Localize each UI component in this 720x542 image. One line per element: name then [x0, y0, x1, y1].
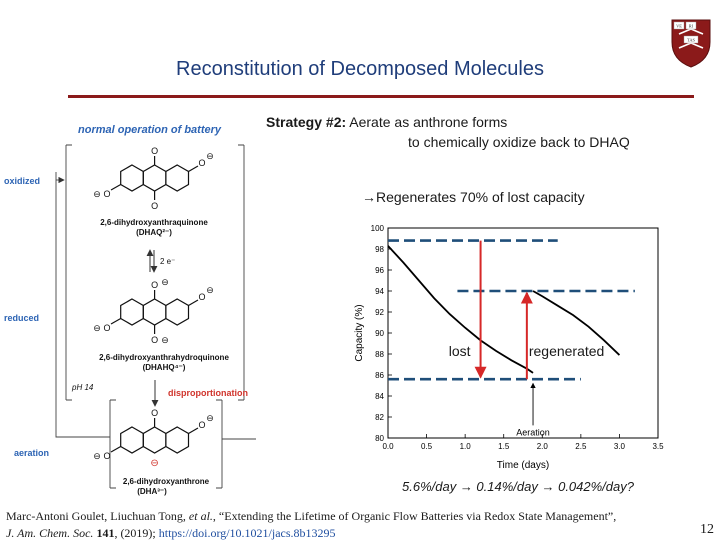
crest-letters-2: RI [689, 24, 694, 29]
university-shield-logo: VE RI TAS [671, 19, 711, 68]
citation-volume: 141 [93, 526, 115, 540]
dha-molecule: O O O ⊖ ⊖ ⊖ [93, 408, 214, 469]
aeration-label: aeration [14, 448, 49, 458]
electron-label: 2 e⁻ [160, 257, 175, 266]
negative-charge-icon: ⊖ [206, 413, 214, 423]
capacity-series-line [532, 290, 621, 356]
x-tick-label: 1.0 [460, 442, 472, 451]
negative-charge-icon: ⊖ [93, 189, 101, 199]
strategy-label: Strategy #2: [266, 114, 347, 130]
oxygen-atom: O [198, 292, 205, 302]
negative-charge-icon: ⊖ [93, 323, 101, 333]
disproportionation-label: disproportionation [168, 388, 248, 398]
x-tick-label: 3.0 [614, 442, 626, 451]
ph-label: pH 14 [71, 383, 94, 392]
molecule-formula-1: (DHAQ²⁻) [136, 228, 172, 237]
capacity-series-line [387, 245, 534, 374]
plot-frame [387, 227, 659, 439]
x-axis-label: Time (days) [497, 460, 549, 471]
negative-charge-icon: ⊖ [93, 451, 101, 461]
strategy-line-1: Aerate as anthrone forms [346, 114, 508, 130]
oxygen-atom: O [151, 335, 158, 345]
citation-doi-link[interactable]: https://doi.org/10.1021/jacs.8b13295 [158, 526, 336, 540]
strategy-line-2: to chemically oxidize back to DHAQ [408, 134, 630, 150]
oxygen-atom: O [103, 189, 110, 199]
strategy-text: Strategy #2: Aerate as anthrone forms to… [266, 112, 706, 152]
molecule-name-2: 2,6-dihydroxyanthrahydroquinone [99, 353, 229, 362]
negative-charge-icon: ⊖ [150, 458, 158, 469]
oxygen-atom: O [151, 146, 158, 156]
oxygen-atom: O [103, 451, 110, 461]
aeration-annotation: Aeration [516, 427, 550, 437]
oxygen-atom: O [151, 201, 158, 211]
regenerates-note: →Regenerates 70% of lost capacity [362, 189, 585, 205]
molecule-name-1: 2,6-dihydroxyanthraquinone [100, 218, 208, 227]
y-tick-label: 86 [375, 371, 384, 380]
oxygen-atom: O [151, 408, 158, 418]
diagram-header: normal operation of battery [78, 124, 222, 136]
y-tick-label: 98 [375, 245, 384, 254]
redox-cycle-diagram: normal operation of battery oxidized red… [4, 124, 256, 496]
citation-year: , (2019); [114, 526, 159, 540]
citation-journal: J. Am. Chem. Soc. [6, 526, 94, 540]
y-tick-label: 100 [371, 224, 385, 233]
dhahq-molecule: O O O O ⊖ ⊖ ⊖ ⊖ [93, 277, 214, 345]
x-tick-label: 1.5 [498, 442, 510, 451]
negative-charge-icon: ⊖ [161, 277, 169, 287]
reduced-label: reduced [4, 313, 39, 323]
decay-rates: 5.6%/day → 0.14%/day → 0.042%/day? [402, 479, 634, 494]
molecule-formula-3: (DHA³⁻) [137, 487, 167, 496]
negative-charge-icon: ⊖ [206, 151, 214, 161]
crest-letters-1: VE [676, 24, 682, 29]
crest-letters-3: TAS [687, 38, 696, 43]
molecule-formula-2: (DHAHQ⁴⁻) [143, 363, 186, 372]
x-tick-label: 3.5 [652, 442, 664, 451]
citation-authors: Marc-Antoni Goulet, Liuchuan Tong, [6, 509, 189, 523]
y-tick-label: 96 [375, 266, 384, 275]
x-tick-label: 0.0 [382, 442, 394, 451]
title-rule [68, 95, 694, 98]
citation-title: , “Extending the Lifetime of Organic Flo… [212, 509, 617, 523]
citation-etal: et al. [188, 509, 213, 523]
dhaq-molecule: O O O O ⊖ ⊖ [93, 146, 214, 211]
negative-charge-icon: ⊖ [161, 335, 169, 345]
y-tick-label: 90 [375, 329, 384, 338]
oxygen-atom: O [151, 280, 158, 290]
oxygen-atom: O [198, 420, 205, 430]
negative-charge-icon: ⊖ [206, 285, 214, 295]
oxygen-atom: O [103, 323, 110, 333]
capacity-chart: 0.0 0.5 1.0 1.5 2.0 2.5 3.0 3.5 80 82 84 86 88 90 92 94… [354, 224, 664, 471]
molecule-name-3: 2,6-dihydroxyanthrone [123, 477, 210, 486]
citation: Marc-Antoni Goulet, Liuchuan Tong, et al… [6, 508, 678, 542]
x-tick-label: 2.0 [537, 442, 549, 451]
y-tick-label: 84 [375, 392, 384, 401]
slide-title: Reconstitution of Decomposed Molecules [176, 58, 544, 80]
y-axis-label: Capacity (%) [354, 304, 365, 361]
regenerated-label: regenerated [529, 343, 605, 359]
oxidized-label: oxidized [4, 176, 40, 186]
lost-label: lost [449, 343, 471, 359]
y-tick-label: 80 [375, 434, 384, 443]
x-tick-label: 2.5 [575, 442, 587, 451]
x-tick-label: 0.5 [421, 442, 433, 451]
oxygen-atom: O [198, 158, 205, 168]
y-tick-label: 82 [375, 413, 384, 422]
y-tick-label: 94 [375, 287, 384, 296]
y-tick-label: 88 [375, 350, 384, 359]
y-tick-label: 92 [375, 308, 384, 317]
page-number: 12 [700, 522, 714, 537]
